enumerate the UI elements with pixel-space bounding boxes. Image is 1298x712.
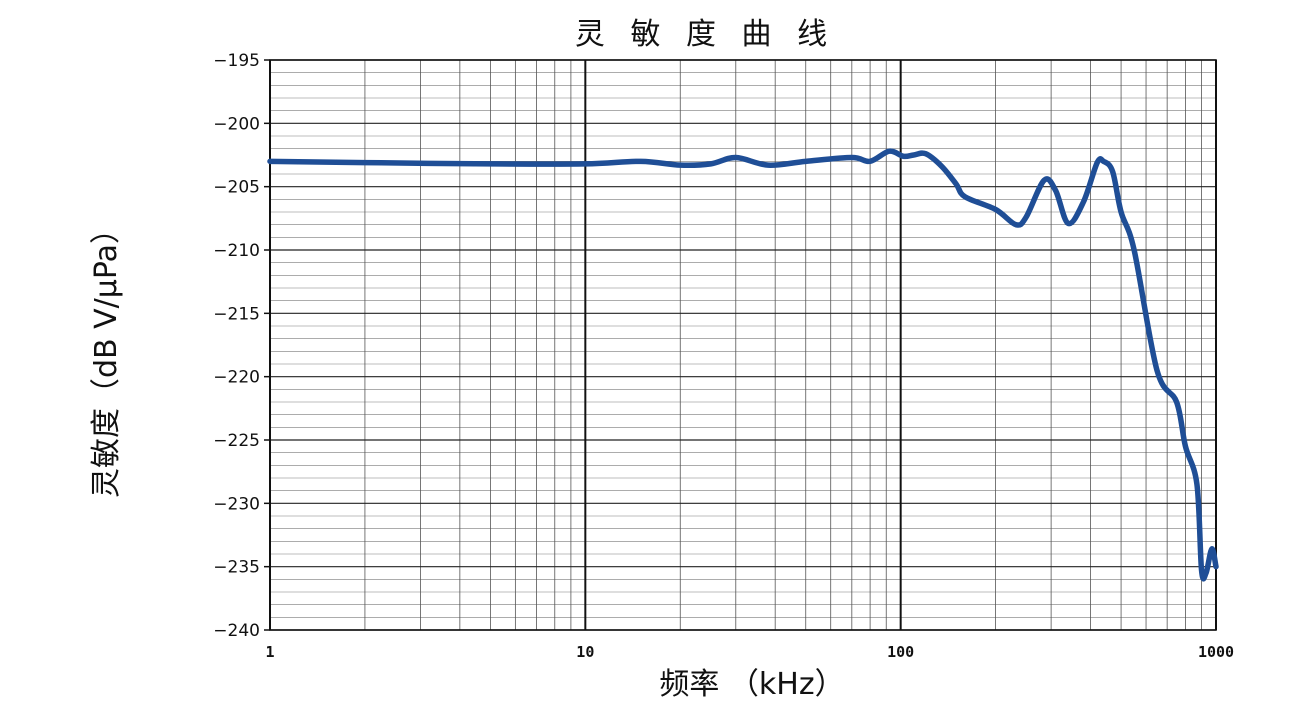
x-tick-label: 1 xyxy=(265,643,274,661)
y-tick-label: −240 xyxy=(213,621,260,641)
sensitivity-series-line xyxy=(267,148,1219,582)
y-tick-label: −210 xyxy=(213,241,260,261)
x-tick-label: 10 xyxy=(576,643,594,661)
x-axis-title: 频率 （kHz） xyxy=(659,667,844,702)
plot-border xyxy=(269,59,1217,631)
y-axis-title: 灵敏度（dB V/μPa） xyxy=(89,214,124,498)
y-axis-ticks: −195 −200 −205 −210 −215 −220 −225 −230 −235 −240 xyxy=(213,51,270,641)
y-tick-label: −235 xyxy=(213,558,260,578)
plot-area xyxy=(267,59,1219,631)
x-tick-label: 100 xyxy=(887,643,914,661)
major-x-grid xyxy=(269,60,1217,630)
x-tick-label: 1000 xyxy=(1198,643,1234,661)
y-tick-label: −200 xyxy=(213,114,260,134)
y-tick-label: −195 xyxy=(213,51,260,71)
y-tick-label: −225 xyxy=(213,431,260,451)
y-tick-label: −230 xyxy=(213,494,260,514)
major-y-grid xyxy=(270,59,1216,631)
minor-y-grid xyxy=(270,72,1216,618)
y-tick-label: −215 xyxy=(213,304,260,324)
minor-x-grid xyxy=(364,60,1202,630)
chart-title: 灵 敏 度 曲 线 xyxy=(575,17,835,52)
y-tick-label: −220 xyxy=(213,368,260,388)
x-axis-ticks: 1 10 100 1000 xyxy=(265,643,1234,661)
y-tick-label: −205 xyxy=(213,178,260,198)
